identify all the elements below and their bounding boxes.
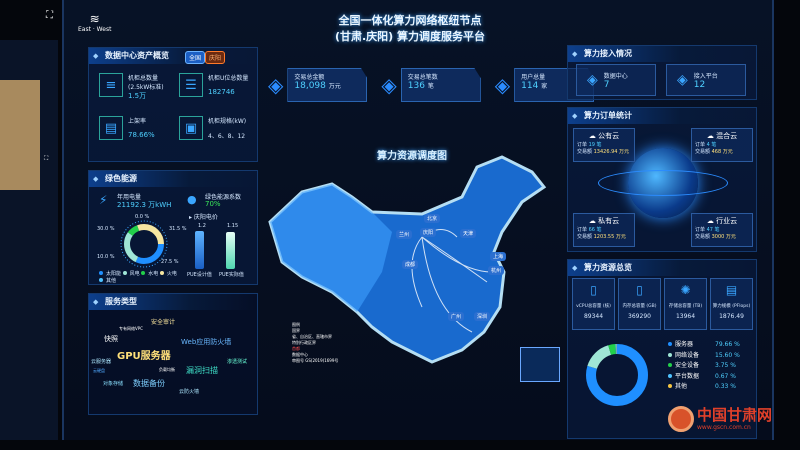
legend-item: 服务器 79.66 %: [668, 340, 740, 351]
service-word[interactable]: GPU服务器: [117, 351, 171, 362]
legend-item: 网络设备 15.60 %: [668, 351, 740, 362]
asset-item: ≡ 机柜总数量 (2.5kW标准) 1.5万: [99, 73, 164, 101]
legend-item: 平台数据 0.67 %: [668, 372, 740, 383]
asset-item: ▤ 上架率 78.66%: [99, 116, 155, 140]
city-label[interactable]: 广州: [448, 312, 465, 321]
stats-row: ◈ 交易总金额 18,098 万元 ◈ 交易总笔数 136 笔 ◈ 用户总量 114 家: [268, 68, 595, 102]
legend-item: 其他 0.33 %: [668, 382, 740, 393]
pue-actual-bar: [226, 232, 235, 269]
service-word[interactable]: 云服务器: [91, 359, 112, 365]
city-label[interactable]: 兰州: [396, 230, 413, 239]
order-card[interactable]: ☁ 行业云 订单 47 笔交易额 3000 万元: [691, 213, 753, 247]
access-item: ◈ 数据中心 7: [576, 64, 656, 96]
tab-all[interactable]: 全国: [185, 51, 206, 64]
fullscreen-icon[interactable]: ⛶: [44, 155, 49, 162]
cabinet-icon: ▣: [179, 116, 203, 140]
tab-qingyang[interactable]: 庆阳: [205, 51, 226, 64]
city-label[interactable]: 北京: [424, 214, 441, 223]
service-word[interactable]: 负载均衡: [159, 367, 175, 372]
watermark: 中国甘肃网 www.gscn.com.cn: [668, 406, 772, 432]
assets-panel: 数据中心资产概览 全国 庆阳 ≡机柜总数量(2.5kW标准)1.5万 ☰机柜U位…: [88, 47, 258, 162]
compute-icon: ▤: [725, 283, 738, 297]
city-label[interactable]: 成都: [402, 260, 419, 269]
title-line-1: 全国一体化算力网络枢纽节点: [338, 14, 482, 27]
coin-stack-icon: ◈: [268, 73, 284, 97]
adjacent-screen: ⛶: [0, 40, 58, 440]
panel-title: 数据中心资产概览: [89, 48, 257, 64]
user-pin-icon: ◈: [494, 73, 511, 97]
service-word[interactable]: 渗透测试: [227, 359, 248, 365]
city-label[interactable]: 庆阳: [420, 228, 437, 237]
china-map: [268, 155, 547, 364]
energy-donut: [120, 220, 168, 268]
donut-segment: [124, 224, 164, 264]
memory-icon: ▯: [636, 283, 643, 297]
stat-total-count: ◈ 交易总笔数 136 笔: [381, 68, 481, 102]
service-word[interactable]: 对象存储: [103, 381, 124, 387]
server-box-icon: ▤: [99, 116, 123, 140]
city-label[interactable]: 天津: [460, 229, 477, 238]
device-donut: [586, 344, 648, 406]
cube-stack-icon: ◈: [381, 73, 397, 97]
panel-title: 服务类型: [89, 294, 257, 310]
asset-item: ☰ 机柜U位总数量 182746: [179, 73, 248, 97]
panel-title: 算力订单统计: [568, 108, 756, 124]
service-word[interactable]: 安全审计: [151, 319, 176, 326]
fullscreen-icon[interactable]: ⛶: [46, 10, 53, 21]
device-legend: 服务器 79.66 % 网络设备 15.60 % 安全设备 3.75 % 平台数据 0.…: [668, 340, 740, 393]
pue-design-bar: [195, 231, 204, 269]
service-type-panel: 服务类型 安全审计 专有网络VPC 快照 GPU服务器 Web应用防火墙 云服务…: [88, 293, 258, 415]
scheduling-map[interactable]: 算力资源调度图 北京 天津 兰州 庆阳 成都 上海 杭州 广州 深圳 图例 国界省…: [262, 142, 562, 382]
south-sea-inset: [520, 347, 560, 382]
city-label[interactable]: 上海: [490, 252, 507, 261]
title-line-2: (甘肃.庆阳) 算力调度服务平台: [334, 30, 486, 43]
donut-slice: [586, 344, 648, 406]
service-word[interactable]: 漏洞扫描: [186, 366, 218, 375]
panel-title: 绿色能源: [89, 171, 257, 187]
layers-icon: ◈: [587, 72, 598, 88]
donut-segment: [124, 224, 164, 264]
logo: ≋ East · West: [78, 12, 112, 33]
panel-title: 算力接入情况: [568, 46, 756, 62]
page-title: 全国一体化算力网络枢纽节点 (甘肃.庆阳) 算力调度服务平台: [260, 12, 560, 44]
service-word[interactable]: 快照: [104, 335, 118, 343]
resource-card: ▯ 内存总容量 (GB) 369290: [618, 278, 661, 330]
panel-title: 算力资源总览: [568, 260, 756, 276]
leaf-icon: ●: [187, 193, 197, 206]
legend-item: 安全设备 3.75 %: [668, 361, 740, 372]
server-icon: ▯: [590, 283, 597, 297]
watermark-logo: [668, 406, 694, 432]
service-word[interactable]: Web应用防火墙: [181, 338, 232, 346]
asset-item: ▣ 机柜规格(kW) 4、6、8、12: [179, 116, 246, 140]
service-word[interactable]: 专有网络VPC: [119, 326, 143, 331]
map-legend: 图例 国界 省、自治区、直辖市界 特别行政区界 首都 数据中心 审图号 GS(2019)16…: [292, 322, 339, 363]
order-card[interactable]: ☁ 公有云 订单 19 笔交易额 13426.94 万元: [573, 128, 635, 162]
service-word[interactable]: 云硬盘: [93, 368, 105, 373]
access-item: ◈ 接入平台 12: [666, 64, 746, 96]
resource-card: ▤ 算力规模 (PFlops) 1876.49: [710, 278, 753, 330]
resource-card: ✺ 存储总容量 (TB) 13964: [664, 278, 707, 330]
service-word[interactable]: 数据备份: [133, 379, 165, 388]
stat-total-amount: ◈ 交易总金额 18,098 万元: [268, 68, 368, 102]
energy-legend: 太阳能 风电 水电 火电 其他: [99, 271, 179, 285]
server-rack-icon: ☰: [179, 73, 203, 97]
price-label: ▸ 庆阳电价: [189, 214, 218, 221]
city-label[interactable]: 深圳: [474, 312, 491, 321]
city-label[interactable]: 杭州: [488, 266, 505, 275]
resource-card: ▯ vCPU总容量 (核) 89344: [572, 278, 615, 330]
platform-icon: ◈: [677, 72, 688, 88]
service-word[interactable]: 云防火墙: [179, 389, 200, 395]
order-card[interactable]: ☁ 私有云 订单 66 笔交易额 1203.55 万元: [573, 213, 635, 247]
storage-icon: ✺: [680, 283, 691, 297]
resource-cards: ▯ vCPU总容量 (核) 89344 ▯ 内存总容量 (GB) 369290 ✺ 存储总…: [572, 278, 753, 330]
database-icon: ≡: [99, 73, 123, 97]
green-energy-panel: 绿色能源 ⚡ 年用电量 21192.3 万kWH ● 绿色能源系数 70% ▸ …: [88, 170, 258, 285]
order-card[interactable]: ☁ 混合云 订单 4 笔交易额 468 万元: [691, 128, 753, 162]
resources-panel: 算力资源总览 ▯vCPU总容量 (核)89344 ▯内存总容量 (GB)3692…: [567, 259, 757, 439]
photo-thumbnail: [0, 80, 40, 190]
map-title: 算力资源调度图: [377, 151, 447, 162]
lightning-icon: ⚡: [99, 193, 108, 207]
